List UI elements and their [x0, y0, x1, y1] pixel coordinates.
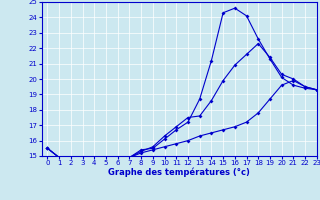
- X-axis label: Graphe des températures (°c): Graphe des températures (°c): [108, 168, 250, 177]
